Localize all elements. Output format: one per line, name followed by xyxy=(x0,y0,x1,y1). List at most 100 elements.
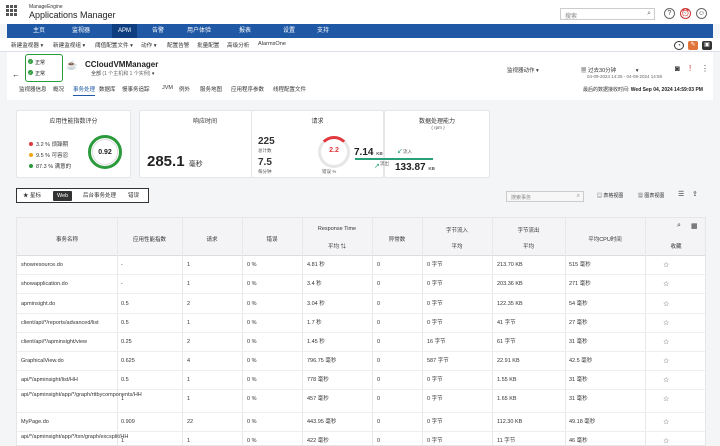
back-arrow-icon[interactable]: ← xyxy=(12,70,20,79)
nav-home[interactable]: 主页 xyxy=(33,28,46,34)
table-row[interactable]: showresource.do - 1 0 % 4.81 秒 0 0 字节 213.70 KB… xyxy=(17,256,705,275)
transaction-name-link[interactable]: client/api/*/apminsight/view xyxy=(21,339,88,345)
tab-database[interactable]: 数据库 xyxy=(99,87,116,93)
tab-thread-profile[interactable]: 线程配置文件 xyxy=(273,87,307,93)
tolerating-legend: 9.5 % 可容忍 xyxy=(29,151,68,159)
new-monitor-menu[interactable]: 新建监视器 ▾ xyxy=(11,43,44,49)
nav-monitors[interactable]: 监视器 xyxy=(72,28,91,34)
chart-view-button[interactable]: ▦ 图表视图 xyxy=(638,193,665,199)
favorite-star-icon[interactable]: ☆ xyxy=(663,339,670,346)
nav-settings[interactable]: 设置 xyxy=(283,28,296,34)
transaction-name-link[interactable]: showresource.do xyxy=(21,262,63,268)
camera-icon[interactable]: ▣ xyxy=(702,41,712,50)
table-row[interactable]: showapplication.do - 1 0 % 3.4 秒 0 0 字节 203.36 … xyxy=(17,275,705,294)
monitor-tabs: 监视器信息 概况 事务处理 数据库 慢事务追踪 JVM 例外 服务地图 应用程序… xyxy=(7,85,713,96)
column-config-icon[interactable]: ▦ xyxy=(691,223,698,230)
global-search-input[interactable]: 搜索 ⌕ xyxy=(560,8,655,20)
alarm-icon[interactable]: ⏰ xyxy=(680,8,691,19)
table-row[interactable]: api/*/apminsight/app/*/graph/rttbycompon… xyxy=(17,390,705,413)
monitor-actions-dropdown[interactable]: 监视器动作 ▾ xyxy=(507,68,539,74)
tab-overview[interactable]: 概况 xyxy=(53,87,65,93)
table-view-button[interactable]: ▤ 表格视图 xyxy=(597,193,624,199)
transaction-name-link[interactable]: api/*/apminsight/app/*/txn/graph/excspli… xyxy=(21,434,129,440)
nav-alarms[interactable]: 告警 xyxy=(152,28,165,34)
table-row[interactable]: GraphicalView.do 0.625 4 0 % 796.75 毫秒 0 587 字… xyxy=(17,352,705,371)
nav-support[interactable]: 支持 xyxy=(317,28,330,34)
instance-selector[interactable]: 全部 (1 个主机和 1 个实例) ▾ xyxy=(91,71,155,77)
col-response-time[interactable]: Response Time xyxy=(317,226,357,232)
favorite-star-icon[interactable]: ☆ xyxy=(663,301,670,308)
filter-web[interactable]: Web xyxy=(53,191,73,201)
app-grid-icon[interactable] xyxy=(6,5,17,16)
favorite-star-icon[interactable]: ☆ xyxy=(663,419,670,426)
tab-monitor-info[interactable]: 监视器信息 xyxy=(19,87,47,93)
tab-jvm[interactable]: JVM xyxy=(162,85,173,91)
tab-service-map[interactable]: 服务地图 xyxy=(200,87,223,93)
transaction-name-link[interactable]: MyPage.do xyxy=(21,419,49,425)
settings-icon[interactable]: ☰ xyxy=(678,191,685,198)
bulk-config-link[interactable]: 批量配置 xyxy=(197,43,220,49)
alarmsone-link[interactable]: AlarmsOne xyxy=(258,41,286,47)
speedometer-icon[interactable]: ◔ xyxy=(674,41,684,50)
more-icon[interactable]: ⋮ xyxy=(701,64,709,73)
transaction-name-link[interactable]: showapplication.do xyxy=(21,281,68,287)
threshold-profile-menu[interactable]: 阈值配置文件 ▾ xyxy=(95,43,133,49)
new-group-menu[interactable]: 新建监视组 ▾ xyxy=(53,43,86,49)
table-row[interactable]: client/api/*/apminsight/view 0.25 2 0 % 1.45… xyxy=(17,333,705,352)
filter-background[interactable]: 后台事务处理 xyxy=(83,193,117,199)
col-bytes-out[interactable]: 字节流出 xyxy=(517,228,540,234)
table-row[interactable]: api/*/apminsight/list/HH 0.5 1 0 % 778 毫秒 0 0 … xyxy=(17,371,705,390)
favorite-star-icon[interactable]: ☆ xyxy=(663,320,670,327)
col-errors[interactable]: 错误 xyxy=(266,237,278,243)
transaction-name-link[interactable]: GraphicalView.do xyxy=(21,358,64,364)
favorite-star-icon[interactable]: ☆ xyxy=(663,281,670,288)
nav-user-experience[interactable]: 用户体验 xyxy=(187,28,212,34)
transactions-table: 事务名称 应用性能指数 请求 错误 Response Time 平均 ⇅ 异常数… xyxy=(16,217,706,446)
table-row[interactable]: apminsight.do 0.5 2 0 % 3.04 秒 0 0 字节 122.35 KB… xyxy=(17,295,705,314)
filter-starred[interactable]: ★ 星标 xyxy=(23,193,42,199)
tab-transactions[interactable]: 事务处理 xyxy=(73,85,96,96)
table-row[interactable]: MyPage.do 0.909 22 0 % 443.95 毫秒 0 0 字节 112.30 … xyxy=(17,413,705,432)
export-icon[interactable]: ⇪ xyxy=(692,191,698,198)
favorite-star-icon[interactable]: ☆ xyxy=(663,262,670,269)
col-requests[interactable]: 请求 xyxy=(206,237,218,243)
tab-slow-traces[interactable]: 慢事务追踪 xyxy=(122,87,150,93)
transaction-name-link[interactable]: client/api/*/reports/advanced/list xyxy=(21,320,99,326)
transactions-toolbar: ★ 星标 Web 后台事务处理 错误 搜索事务 ⌕ ▤ 表格视图 ▦ 图表视图 ☰… xyxy=(16,188,706,206)
favorite-star-icon[interactable]: ☆ xyxy=(663,396,670,403)
col-name[interactable]: 事务名称 xyxy=(55,237,78,243)
transaction-name-link[interactable]: api/*/apminsight/app/*/graph/rttbycompon… xyxy=(21,392,142,398)
table-search-icon[interactable]: ⌕ xyxy=(677,222,681,229)
favorite-star-icon[interactable]: ☆ xyxy=(663,358,670,365)
filter-error[interactable]: 错误 xyxy=(128,193,140,199)
table-cell: 1 xyxy=(187,377,191,383)
tab-app-params[interactable]: 应用程序参数 xyxy=(231,87,265,93)
advanced-analysis-link[interactable]: 高级分析 xyxy=(227,43,250,49)
col-response-avg[interactable]: 平均 ⇅ xyxy=(327,244,347,250)
help-icon[interactable]: ? xyxy=(664,8,675,19)
col-exceptions[interactable]: 异常数 xyxy=(388,237,406,243)
alert-icon[interactable]: ! xyxy=(689,64,692,73)
transaction-search-input[interactable]: 搜索事务 ⌕ xyxy=(506,191,584,202)
tab-exceptions[interactable]: 例外 xyxy=(179,87,191,93)
transaction-name-link[interactable]: api/*/apminsight/list/HH xyxy=(21,377,78,383)
col-apdex[interactable]: 应用性能指数 xyxy=(132,237,166,243)
period-selector[interactable]: ▦ 过去30分钟 ▾ xyxy=(581,68,639,74)
tool-icon[interactable]: ✎ xyxy=(688,41,698,50)
col-bytes-in-avg[interactable]: 平均 xyxy=(451,244,463,250)
col-bytes-out-avg[interactable]: 平均 xyxy=(522,244,534,250)
nav-apm[interactable]: APM xyxy=(112,24,138,38)
table-row[interactable]: api/*/apminsight/app/*/txn/graph/excspli… xyxy=(17,432,705,445)
actions-menu[interactable]: 动作 ▾ xyxy=(141,43,157,49)
camera-icon[interactable]: ◙ xyxy=(675,64,680,73)
favorite-star-icon[interactable]: ☆ xyxy=(663,438,670,445)
nav-reports[interactable]: 报表 xyxy=(239,28,252,34)
transaction-name-link[interactable]: apminsight.do xyxy=(21,301,56,307)
favorite-star-icon[interactable]: ☆ xyxy=(663,377,670,384)
table-row[interactable]: client/api/*/reports/advanced/list 0.5 1 0 … xyxy=(17,314,705,333)
col-cpu-time[interactable]: 平均CPU时间 xyxy=(588,237,622,243)
user-icon[interactable]: ☺ xyxy=(696,8,707,19)
configure-alarms-link[interactable]: 配置告警 xyxy=(167,43,190,49)
col-bytes-in[interactable]: 字节流入 xyxy=(445,228,468,234)
table-cell: 0 字节 xyxy=(427,396,443,402)
